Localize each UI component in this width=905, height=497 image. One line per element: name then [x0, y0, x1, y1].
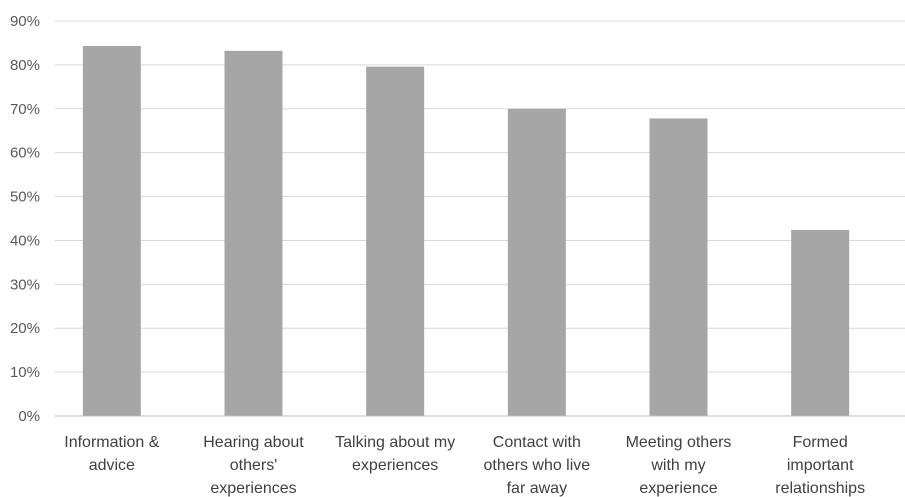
- bar: [224, 50, 283, 416]
- bar: [791, 229, 850, 416]
- bar: [82, 46, 141, 417]
- x-axis-category-labels: Information & advice Hearing about others' e…: [64, 434, 865, 497]
- y-tick-label: 50%: [10, 189, 40, 206]
- y-tick-label: 90%: [10, 13, 40, 30]
- x-category-label: Meeting others with my experience: [626, 434, 732, 497]
- x-category-label: Formed important relationships: [775, 434, 865, 497]
- y-tick-label: 70%: [10, 101, 40, 118]
- bar: [366, 66, 425, 417]
- y-tick-label: 20%: [10, 320, 40, 337]
- y-tick-label: 30%: [10, 276, 40, 293]
- y-tick-label: 80%: [10, 57, 40, 74]
- y-axis-tick-labels: 0% 10% 20% 30% 40% 50% 60% 70% 80% 90%: [10, 13, 40, 425]
- bars: [82, 46, 850, 417]
- bar: [649, 118, 708, 416]
- y-tick-label: 60%: [10, 145, 40, 162]
- x-category-label: Contact with others who live far away: [483, 434, 590, 497]
- y-tick-label: 0%: [18, 408, 40, 425]
- y-tick-label: 40%: [10, 232, 40, 249]
- x-category-label: Information & advice: [64, 434, 159, 474]
- bar: [507, 108, 566, 417]
- y-tick-label: 10%: [10, 364, 40, 381]
- x-category-label: Talking about my experiences: [335, 434, 455, 474]
- gridlines: [55, 20, 905, 373]
- x-category-label: Hearing about others' experiences: [203, 434, 304, 497]
